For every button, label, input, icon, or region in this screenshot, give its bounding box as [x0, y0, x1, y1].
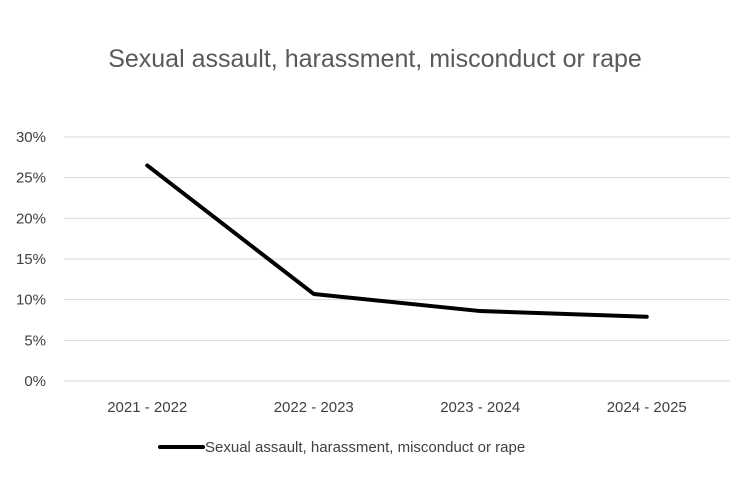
y-tick-label: 25%: [16, 170, 46, 187]
y-tick-label: 20%: [16, 210, 46, 227]
x-tick-label: 2024 - 2025: [607, 399, 687, 416]
chart-title: Sexual assault, harassment, misconduct o…: [108, 45, 642, 73]
x-tick-label: 2021 - 2022: [107, 399, 187, 416]
y-tick-label: 10%: [16, 292, 46, 309]
legend-label: Sexual assault, harassment, misconduct o…: [205, 439, 525, 456]
series-line: [145, 163, 649, 319]
y-tick-label: 30%: [16, 129, 46, 146]
y-tick-label: 0%: [24, 373, 46, 390]
y-tick-label: 15%: [16, 251, 46, 268]
x-tick-label: 2023 - 2024: [440, 399, 520, 416]
x-tick-label: 2022 - 2023: [274, 399, 354, 416]
y-tick-label: 5%: [24, 332, 46, 349]
